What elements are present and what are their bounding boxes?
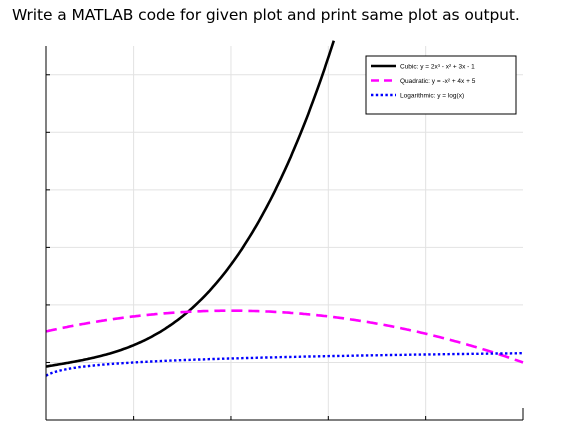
legend-label-cubic: Cubic: y = 2x³ - x² + 3x - 1 [400, 64, 475, 71]
axes [45, 46, 524, 421]
series-line-cubic [45, 40, 336, 368]
legend-label-quadratic: Quadratic: y = -x² + 4x + 5 [400, 78, 476, 85]
grid-lines [46, 46, 523, 420]
legend-label-log: Logarithmic: y = log(x) [400, 93, 464, 100]
legend: Cubic: y = 2x³ - x² + 3x - 1 Quadratic: y… [365, 55, 517, 115]
series-line-log [45, 352, 523, 377]
series-line-quadratic [45, 309, 524, 364]
series-lines [45, 40, 524, 377]
question-text: Write a MATLAB code for given plot and p… [12, 6, 520, 24]
